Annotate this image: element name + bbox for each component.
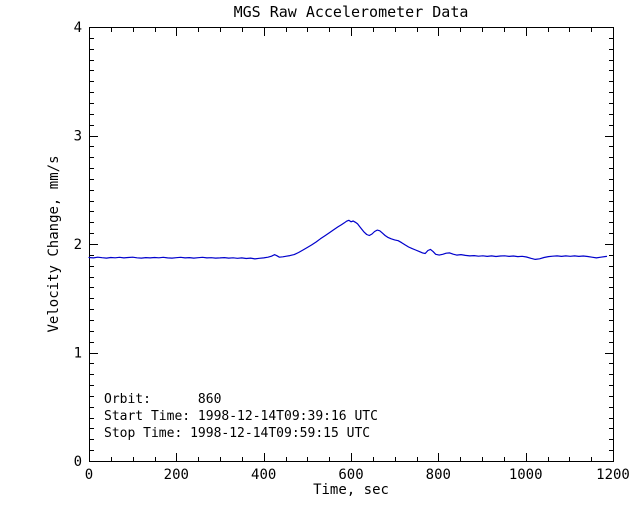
tick-labels: 0 200 400 600 800 1000 1200 0 1 2 3 4 (74, 20, 630, 483)
annotation-orbit: Orbit: 860 (104, 392, 222, 407)
plot-frame (89, 27, 614, 462)
data-line (88, 219, 608, 260)
x-tick-label: 1000 (509, 467, 543, 483)
x-axis-label: Time, sec (313, 482, 389, 498)
x-tick-label: 0 (85, 467, 93, 483)
annotation-start-time: Start Time: 1998-12-14T09:39:16 UTC (104, 409, 378, 424)
y-tick-label: 0 (74, 454, 82, 470)
y-axis-label: Velocity Change, mm/s (46, 155, 62, 333)
y-tick-label: 2 (74, 237, 82, 253)
y-tick-label: 1 (74, 346, 82, 362)
x-tick-label: 1200 (596, 467, 630, 483)
y-tick-label: 3 (74, 129, 82, 145)
x-tick-label: 400 (251, 467, 276, 483)
annotation-stop-time: Stop Time: 1998-12-14T09:59:15 UTC (104, 426, 371, 441)
x-tick-label: 600 (338, 467, 363, 483)
x-tick-label: 200 (164, 467, 189, 483)
axis-ticks (89, 27, 614, 462)
x-tick-label: 800 (426, 467, 451, 483)
chart-title: MGS Raw Accelerometer Data (233, 3, 469, 21)
y-tick-label: 4 (74, 20, 82, 36)
